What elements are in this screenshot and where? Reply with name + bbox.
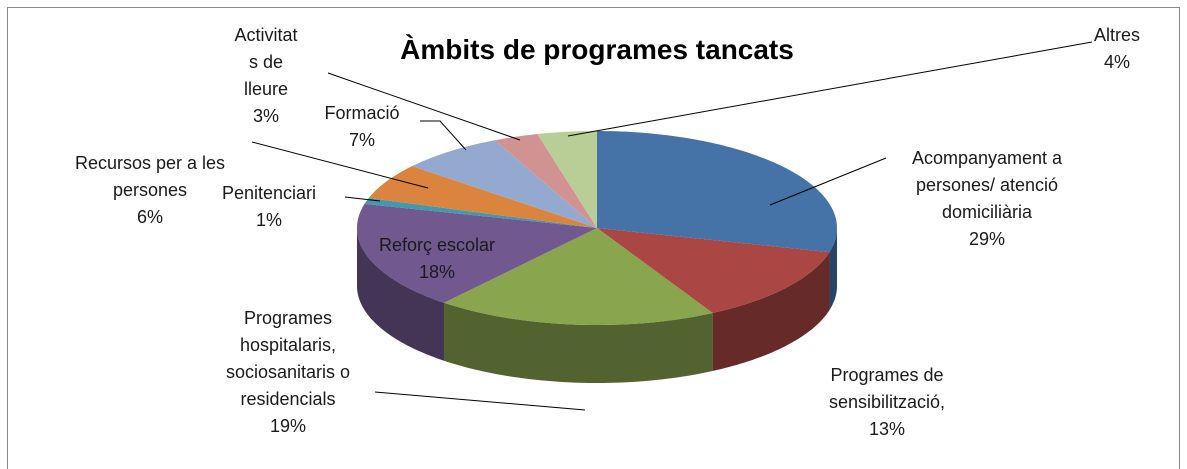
data-label: Programes hospitalaris, sociosanitaris o… — [226, 305, 350, 440]
category-label: Altres — [1093, 25, 1141, 45]
category-label: Reforç escolar — [378, 235, 496, 255]
chart-title: Àmbits de programes tancats — [400, 34, 794, 65]
category-label: Acompanyament a persones/ atenció domici… — [911, 148, 1063, 222]
slice — [597, 131, 837, 253]
value-label: 18% — [418, 262, 456, 282]
slice-side — [829, 228, 837, 311]
data-label: Acompanyament a persones/ atenció domici… — [912, 145, 1062, 253]
category-label: Activitat s de lleure — [234, 25, 298, 99]
leader-line — [420, 120, 467, 151]
slice — [537, 131, 597, 228]
category-label: Penitenciari — [221, 183, 317, 203]
slice-side — [357, 228, 445, 361]
leader-line — [344, 196, 381, 202]
leader-line — [374, 391, 586, 411]
category-label: Programes hospitalaris, sociosanitaris o… — [225, 308, 351, 409]
value-label: 13% — [868, 419, 906, 439]
slice — [364, 198, 597, 228]
slice — [357, 203, 597, 303]
slice — [412, 140, 597, 228]
leader-line — [567, 41, 1093, 137]
data-label: Activitat s de lleure 3% — [234, 22, 297, 130]
value-label: 4% — [1103, 52, 1131, 72]
value-label: 1% — [255, 210, 282, 230]
data-label: Programes de sensibilització, 13% — [829, 362, 945, 443]
data-label: Recursos per a les persones 6% — [75, 150, 225, 231]
value-label: 6% — [136, 207, 164, 227]
slice — [494, 134, 597, 228]
value-label: 29% — [968, 229, 1006, 249]
category-label: Recursos per a les persones — [74, 153, 226, 200]
data-label: Penitenciari 1% — [222, 180, 316, 234]
slice — [597, 228, 830, 314]
leader-line — [327, 72, 521, 141]
leader-line — [769, 157, 887, 206]
category-label: Formació — [324, 103, 400, 123]
chart-border — [7, 7, 1180, 469]
slice-side — [444, 302, 713, 383]
category-label: Programes de sensibilització, — [828, 365, 946, 412]
data-label: Altres 4% — [1094, 22, 1140, 76]
value-label: 19% — [269, 416, 307, 436]
data-label: Formació 7% — [324, 100, 399, 154]
slice — [444, 228, 713, 325]
slice-side — [712, 252, 830, 372]
value-label: 7% — [348, 130, 376, 150]
slice — [368, 166, 597, 228]
data-label: Reforç escolar 18% — [379, 232, 495, 286]
value-label: 3% — [252, 106, 279, 126]
leader-line — [251, 141, 429, 189]
